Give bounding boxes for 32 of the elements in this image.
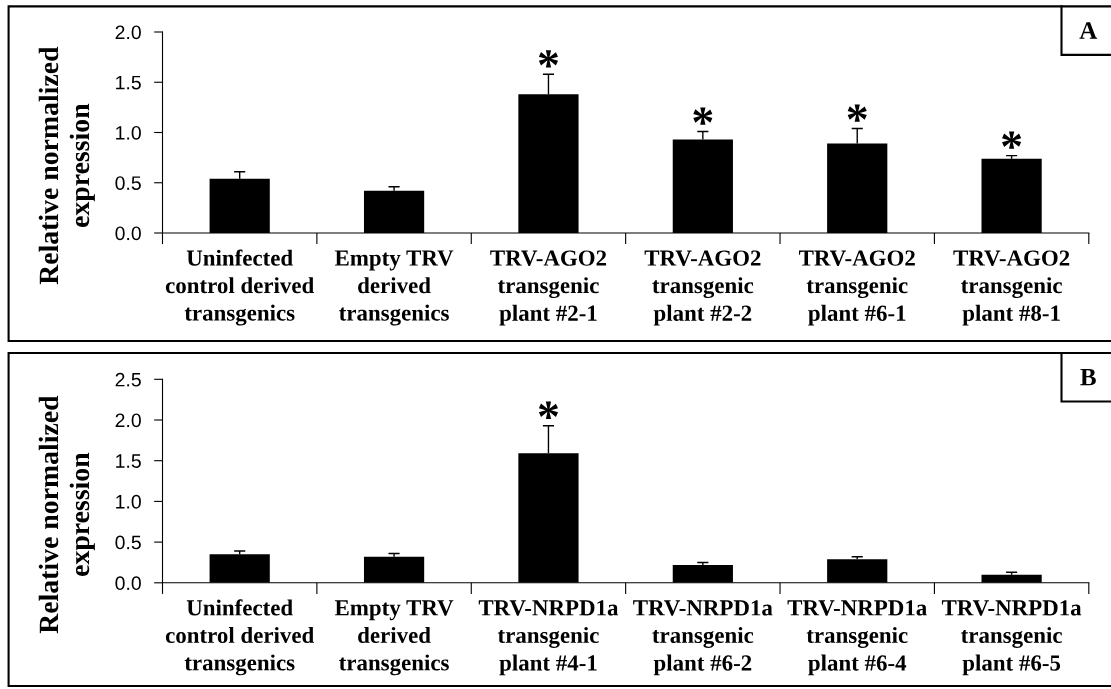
annotation: * xyxy=(538,50,559,68)
x-tick-label: TRV-NRPD1a transgenic plant #6-2 xyxy=(633,600,773,676)
y-tick-label: 1.5 xyxy=(116,454,141,468)
y-tick-label: 2.5 xyxy=(115,372,141,387)
x-tick-label: Empty TRV derived transgenics xyxy=(334,250,454,326)
annotation: * xyxy=(1002,131,1022,149)
x-tick-label: TRV-NRPD1a transgenic plant #6-5 xyxy=(941,600,1082,676)
y-axis-title: Relative normalized expression xyxy=(38,395,95,634)
annotation: B xyxy=(1080,368,1096,386)
x-tick-label: TRV-NRPD1a transgenic plant #4-1 xyxy=(478,600,619,676)
y-tick-label: 1.0 xyxy=(116,494,141,509)
x-tick-label: TRV-NRPD1a transgenic plant #6-4 xyxy=(787,600,927,676)
y-tick-label: 0.5 xyxy=(115,176,141,190)
y-tick-label: 2.0 xyxy=(115,25,141,40)
annotation: * xyxy=(693,107,713,125)
y-tick-label: 1.0 xyxy=(116,125,141,140)
x-tick-label: Uninfected control derived transgenics xyxy=(165,249,315,326)
y-tick-label: 0.0 xyxy=(115,226,141,241)
x-tick-label: TRV-AGO2 transgenic plant #8-1 xyxy=(953,250,1070,326)
annotation: * xyxy=(847,104,867,122)
x-tick-label: Empty TRV derived transgenics xyxy=(334,600,454,676)
x-tick-label: Uninfected control derived transgenics xyxy=(165,599,315,676)
y-tick-label: 0.5 xyxy=(115,535,141,550)
y-tick-label: 2.0 xyxy=(115,413,141,428)
y-tick-label: 1.5 xyxy=(116,75,141,90)
annotation: * xyxy=(538,401,559,419)
x-tick-label: TRV-AGO2 transgenic plant #2-2 xyxy=(644,250,761,326)
x-tick-label: TRV-AGO2 transgenic plant #6-1 xyxy=(798,250,915,326)
x-tick-label: TRV-AGO2 transgenic plant #2-1 xyxy=(490,250,607,326)
y-tick-label: 0.0 xyxy=(115,576,141,591)
annotation: A xyxy=(1079,22,1098,39)
y-axis-title: Relative normalized expression xyxy=(38,46,95,285)
